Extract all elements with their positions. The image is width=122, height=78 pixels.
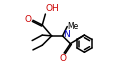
Text: O: O [25, 15, 32, 24]
Text: O: O [60, 54, 67, 63]
Text: N: N [63, 30, 70, 39]
Text: Me: Me [68, 22, 79, 31]
Text: OH: OH [46, 4, 60, 13]
